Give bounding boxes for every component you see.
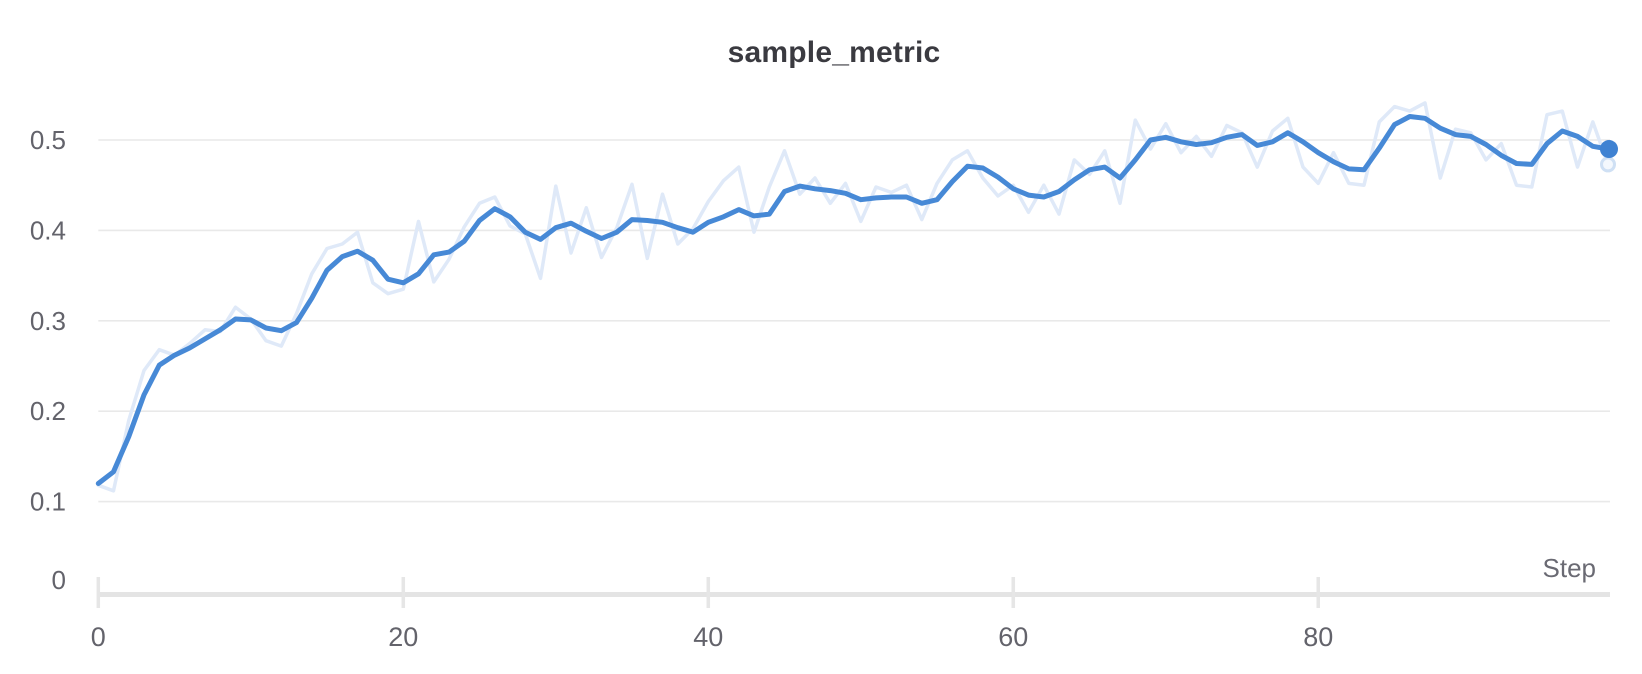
x-tick-mark <box>96 577 101 608</box>
x-tick-label: 20 <box>388 622 418 652</box>
raw-endpoint-marker <box>1600 156 1616 173</box>
x-tick-label: 0 <box>91 622 106 652</box>
raw-series-line <box>96 101 1610 493</box>
y-tick-label: 0 <box>52 565 66 595</box>
y-tick-label: 0.1 <box>30 487 66 517</box>
chart-title: sample_metric <box>727 36 941 69</box>
smoothed-series-line <box>95 114 1611 486</box>
x-axis-label: Step <box>1542 553 1597 583</box>
y-tick-label: 0.2 <box>30 396 66 426</box>
y-tick-label: 0.5 <box>30 125 66 155</box>
x-tick-mark <box>1316 577 1321 608</box>
x-tick-mark <box>706 577 711 608</box>
smoothed-endpoint-marker <box>1600 140 1618 159</box>
x-tick-label: 60 <box>998 622 1028 652</box>
x-tick-label: 80 <box>1303 622 1333 652</box>
x-tick-mark <box>1011 577 1016 608</box>
x-axis-line <box>98 592 1610 597</box>
y-tick-label: 0.4 <box>30 215 66 245</box>
y-tick-label: 0.3 <box>30 306 66 336</box>
x-tick-label: 40 <box>693 622 723 652</box>
x-tick-mark <box>401 577 406 608</box>
